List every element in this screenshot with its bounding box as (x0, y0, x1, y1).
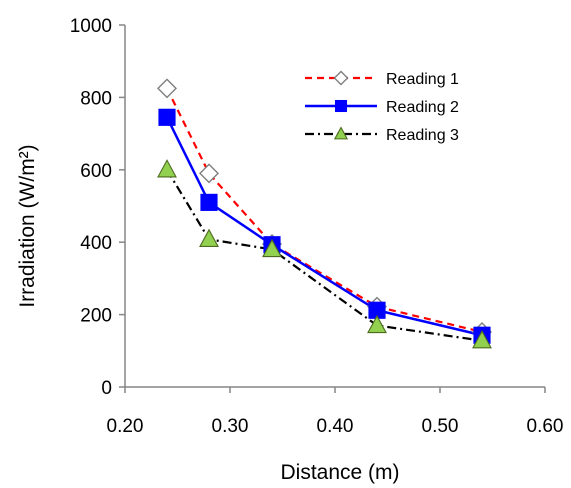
data-point-series-3 (367, 314, 387, 334)
axes: 0 200 400 600 800 1000 0.20 0.30 0.40 0.50 0.60 (70, 16, 564, 437)
y-tick-label: 400 (80, 233, 112, 254)
x-axis-title: Distance (m) (280, 461, 399, 484)
legend-label-2: Reading 2 (386, 99, 459, 116)
series-line-1 (166, 87, 483, 334)
series-markers (157, 78, 492, 349)
data-point-series-3 (199, 228, 219, 247)
y-tick-label: 0 (101, 378, 112, 399)
x-tick-label: 0.60 (527, 416, 564, 437)
legend-label-1: Reading 1 (386, 71, 459, 88)
x-tick-label: 0.20 (107, 416, 144, 437)
data-point-series-2 (200, 193, 218, 211)
y-tick-label: 800 (80, 88, 112, 109)
data-point-series-3 (157, 159, 177, 178)
x-tick-label: 0.50 (422, 416, 459, 437)
y-tick-label: 1000 (70, 16, 112, 37)
x-tick-label: 0.40 (317, 416, 354, 437)
y-axis-title: Irradiation (W/m²) (16, 144, 39, 307)
series-line-3 (166, 169, 483, 342)
y-tick-label: 600 (80, 161, 112, 182)
legend-marker-3 (333, 126, 349, 140)
data-point-series-3 (472, 330, 492, 349)
data-point-series-1 (199, 163, 219, 184)
legend-marker-1 (333, 70, 349, 86)
legend-label-3: Reading 3 (386, 127, 459, 144)
data-point-series-2 (158, 108, 176, 126)
data-point-series-3 (262, 238, 282, 258)
series-line-2 (165, 116, 483, 337)
y-tick-label: 200 (80, 306, 112, 327)
x-tick-label: 0.30 (212, 416, 249, 437)
legend: Reading 1 Reading 2 Reading 3 (305, 70, 459, 144)
legend-marker-2 (334, 99, 348, 113)
data-point-series-1 (157, 78, 177, 99)
